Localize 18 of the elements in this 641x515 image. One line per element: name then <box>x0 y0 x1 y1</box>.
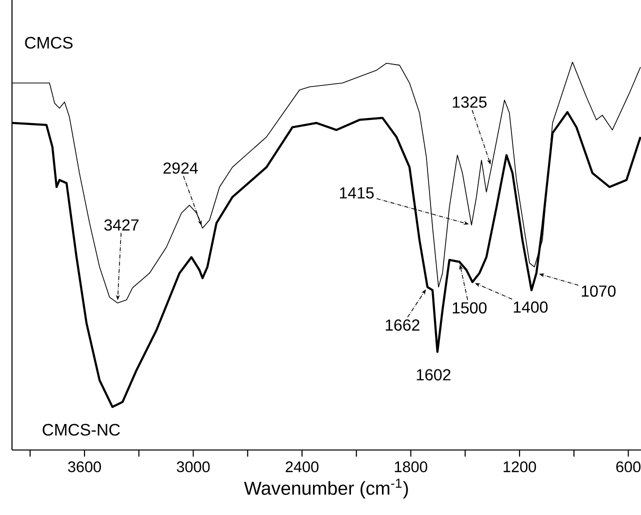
annotation: 2924 <box>164 162 198 174</box>
x-axis-title: Wavenumber (cm$^{-1}$) <box>244 478 408 499</box>
x-tick-label: 3600 <box>68 461 101 472</box>
x-tick-label: 2400 <box>286 461 318 472</box>
x-tick-label: 1800 <box>394 461 428 472</box>
annotation: 1662 <box>386 319 420 331</box>
series-label: CMCS-NC <box>42 424 120 436</box>
annotation: 1400 <box>514 301 548 313</box>
annotation: 1325 <box>452 96 487 108</box>
annotation: 1602 <box>416 369 450 380</box>
x-tick-label: 600 <box>616 461 640 472</box>
annotation: 3427 <box>104 219 138 231</box>
x-tick-label: 3000 <box>176 461 210 472</box>
annotation: 1070 <box>582 285 616 297</box>
text: CMCS <box>25 36 73 49</box>
x-tick-label: 1200 <box>504 461 536 472</box>
annotation: 1500 <box>452 302 487 314</box>
annotation: 1415 <box>340 187 374 199</box>
